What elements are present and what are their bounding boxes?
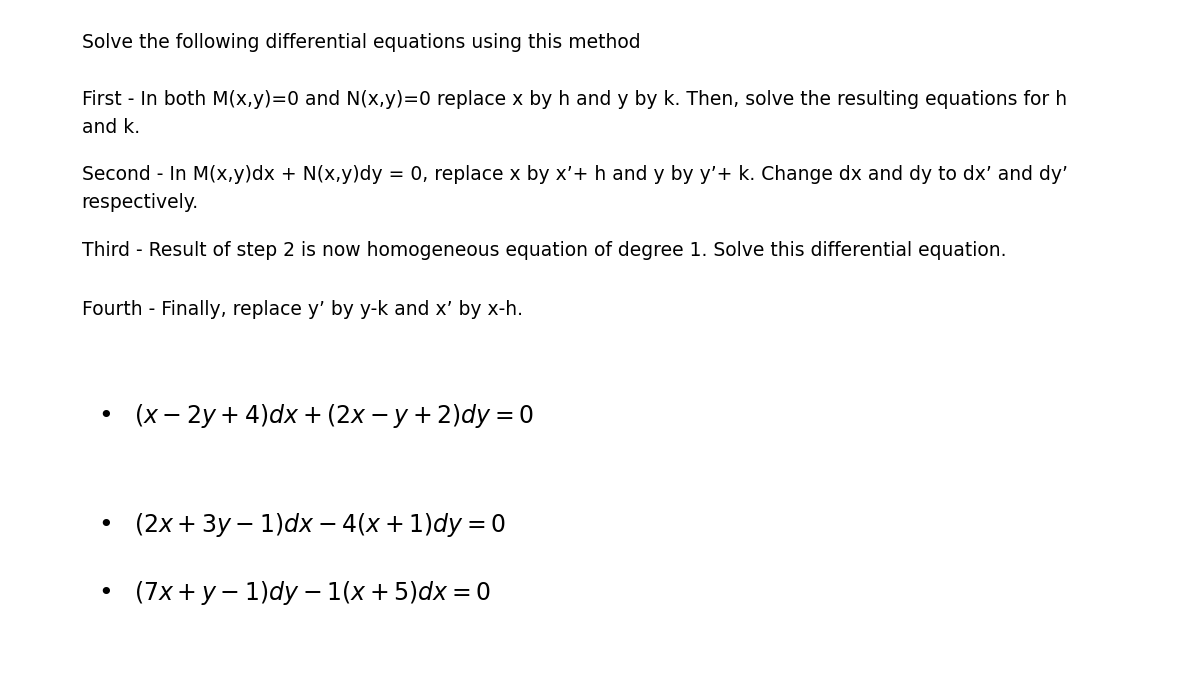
Text: $(x - 2y + 4)dx + (2x - y + 2)dy = 0$: $(x - 2y + 4)dx + (2x - y + 2)dy = 0$ (134, 402, 535, 430)
Text: •: • (98, 581, 113, 606)
Text: First - In both M(x,y)=0 and N(x,y)=0 replace x by h and y by k. Then, solve the: First - In both M(x,y)=0 and N(x,y)=0 re… (82, 90, 1067, 137)
Text: Fourth - Finally, replace y’ by y-k and x’ by x-h.: Fourth - Finally, replace y’ by y-k and … (82, 300, 523, 319)
Text: •: • (98, 404, 113, 428)
Text: $(7x + y - 1)dy - 1(x + 5)dx = 0$: $(7x + y - 1)dy - 1(x + 5)dx = 0$ (134, 579, 492, 608)
Text: $(2x + 3y - 1)dx - 4(x + 1)dy = 0$: $(2x + 3y - 1)dx - 4(x + 1)dy = 0$ (134, 511, 506, 539)
Text: Solve the following differential equations using this method: Solve the following differential equatio… (82, 33, 641, 52)
Text: Second - In M(x,y)dx + N(x,y)dy = 0, replace x by x’+ h and y by y’+ k. Change d: Second - In M(x,y)dx + N(x,y)dy = 0, rep… (82, 165, 1068, 212)
Text: •: • (98, 513, 113, 537)
Text: Third - Result of step 2 is now homogeneous equation of degree 1. Solve this dif: Third - Result of step 2 is now homogene… (82, 241, 1006, 260)
